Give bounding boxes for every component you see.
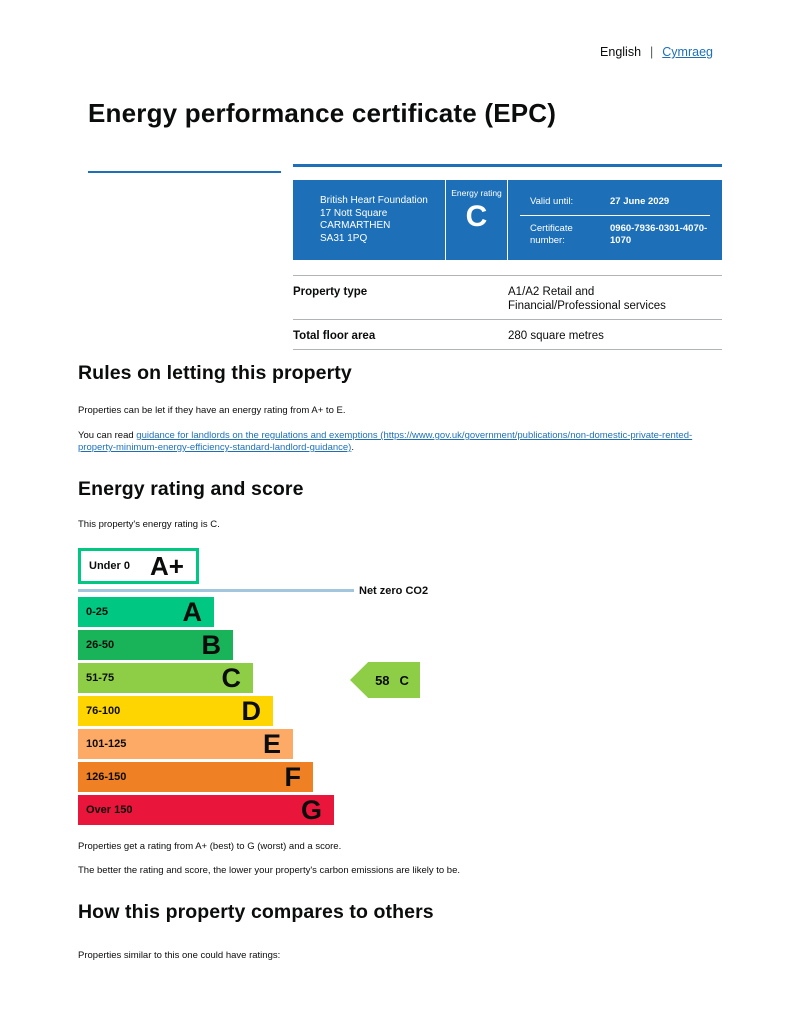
band-range-label: 26-50: [86, 639, 115, 651]
band-bar: Over 150 G: [78, 795, 334, 825]
floor-area-text: 280 square metres: [508, 330, 604, 342]
certificate-summary-column: British Heart Foundation 17 Nott Square …: [293, 164, 722, 350]
rules-section: Rules on letting this property Propertie…: [78, 362, 726, 454]
left-blue-rule: [88, 171, 281, 173]
band-range-label: Under 0: [89, 560, 130, 572]
band-bar: 0-25 A: [78, 597, 214, 627]
rating-band-a-plus: Under 0 A+: [78, 548, 199, 584]
rules-paragraph-2-suffix: .: [351, 442, 354, 453]
compare-intro: Properties similar to this one could hav…: [78, 950, 281, 961]
certificate-number-value: 0960-7936-0301-4070-1070: [610, 222, 708, 246]
property-type-text: A1/A2 Retail and Financial/Professional …: [508, 286, 666, 312]
band-range-label: 0-25: [86, 606, 109, 618]
property-type-label: Property type: [293, 286, 368, 298]
valid-until-label: Valid until:: [530, 195, 574, 207]
language-current: English: [600, 45, 642, 59]
table-row-property-type: Property type A1/A2 Retail and Financial…: [293, 275, 722, 319]
net-zero-row: Net zero CO2: [78, 584, 508, 597]
band-bar: 26-50 B: [78, 630, 233, 660]
band-letter: G: [300, 795, 322, 825]
energy-rating-cell: Energy rating C: [445, 180, 508, 260]
band-range-label: 76-100: [86, 705, 121, 717]
address-line: CARMARTHEN: [320, 220, 391, 231]
language-separator: |: [650, 45, 654, 59]
rating-band-b: 26-50 B: [78, 630, 508, 660]
address-line: SA31 1PQ: [320, 232, 368, 244]
band-letter: D: [241, 696, 262, 726]
rules-paragraph-1: Properties can be let if they have an en…: [78, 405, 346, 416]
valid-until-row: Valid until: 27 June 2029: [530, 196, 722, 208]
band-bar: 76-100 D: [78, 696, 273, 726]
rating-bands: 0-25 A 26-50 B 51-75 C 76-100 D 101-125 E 126-150 F…: [78, 597, 508, 825]
net-zero-label: Net zero CO2: [359, 584, 429, 597]
band-range-label: 126-150: [86, 771, 127, 783]
property-type-value: A1/A2 Retail and Financial/Professional …: [508, 285, 722, 313]
energy-rating-section: Energy rating and score This property's …: [78, 478, 726, 531]
energy-rating-label: Energy rating: [451, 188, 502, 198]
rules-heading: Rules on letting this property: [78, 362, 352, 384]
chart-caption-1: Properties get a rating from A+ (best) t…: [78, 841, 342, 852]
property-address: British Heart Foundation 17 Nott Square …: [293, 180, 445, 260]
rating-band-c: 51-75 C: [78, 663, 508, 693]
compare-section: How this property compares to others Pro…: [78, 901, 726, 962]
energy-rating-intro: This property's energy rating is C.: [78, 519, 220, 530]
language-link-welsh[interactable]: Cymraeg: [662, 45, 713, 59]
valid-until-value: 27 June 2029: [610, 195, 670, 207]
band-letter: E: [262, 729, 281, 759]
rating-band-f: 126-150 F: [78, 762, 508, 792]
band-range-label: Over 150: [86, 804, 133, 816]
property-details-table: Property type A1/A2 Retail and Financial…: [293, 275, 722, 350]
certificate-number-label: Certificate number:: [530, 222, 573, 246]
band-letter: A: [182, 597, 203, 627]
floor-area-value: 280 square metres: [508, 329, 722, 343]
address-line: 17 Nott Square: [320, 207, 388, 219]
current-rating-score: 58: [375, 672, 390, 688]
language-switcher: English | Cymraeg: [0, 45, 713, 59]
epc-summary-box: British Heart Foundation 17 Nott Square …: [293, 180, 722, 260]
address-line: British Heart Foundation: [320, 195, 428, 206]
band-bar: 126-150 F: [78, 762, 313, 792]
energy-rating-heading: Energy rating and score: [78, 478, 304, 500]
band-range-label: 101-125: [86, 738, 127, 750]
section-top-rule: [293, 164, 722, 167]
table-row-floor-area: Total floor area 280 square metres: [293, 319, 722, 349]
band-letter: A+: [150, 551, 184, 581]
current-rating-letter: C: [399, 672, 409, 688]
compare-heading: How this property compares to others: [78, 901, 434, 923]
page-title: Energy performance certificate (EPC): [88, 98, 557, 128]
net-zero-line: [78, 589, 354, 592]
band-letter: F: [284, 762, 302, 792]
epc-rating-chart: Under 0 A+ Net zero CO2 0-25 A 26-50 B 51-75…: [78, 548, 508, 828]
band-bar: 51-75 C: [78, 663, 253, 693]
energy-rating-value: C: [465, 200, 488, 233]
rating-band-g: Over 150 G: [78, 795, 508, 825]
band-bar: 101-125 E: [78, 729, 293, 759]
band-letter: B: [201, 630, 222, 660]
rules-paragraph-2-prefix: You can read: [78, 430, 137, 441]
rating-band-d: 76-100 D: [78, 696, 508, 726]
band-range-label: 51-75: [86, 672, 115, 684]
certificate-number-row: Certificate number: 0960-7936-0301-4070-…: [530, 223, 722, 247]
floor-area-label: Total floor area: [293, 330, 376, 342]
certificate-meta-cell: Valid until: 27 June 2029 Certificate nu…: [508, 180, 722, 260]
rating-band-a: 0-25 A: [78, 597, 508, 627]
rating-band-e: 101-125 E: [78, 729, 508, 759]
meta-divider: [520, 214, 710, 216]
chart-caption-2: The better the rating and score, the low…: [78, 865, 461, 876]
landlord-guidance-link[interactable]: guidance for landlords on the regulation…: [78, 430, 693, 453]
rules-paragraph-2: You can read guidance for landlords on t…: [78, 430, 708, 454]
band-letter: C: [221, 663, 242, 693]
